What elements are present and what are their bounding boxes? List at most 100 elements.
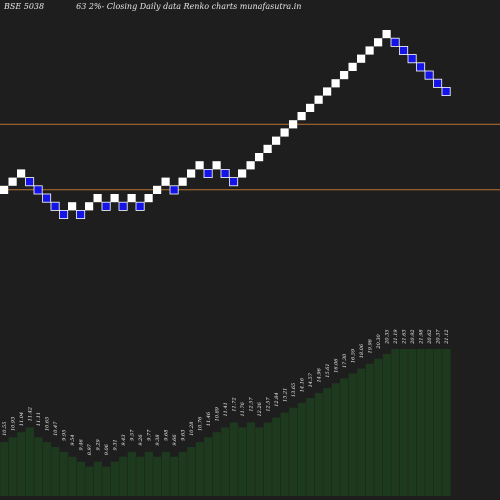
price-label: 9.26 xyxy=(138,434,144,446)
price-label: 10.28 xyxy=(189,422,195,436)
up-brick xyxy=(153,185,162,194)
price-label: 9.95 xyxy=(62,430,68,441)
down-brick xyxy=(399,46,409,56)
price-label: 14.96 xyxy=(317,367,323,382)
price-label: 9.29 xyxy=(96,438,102,450)
price-label: 9.43 xyxy=(121,434,127,445)
price-label: 19.96 xyxy=(368,338,374,353)
price-label: 16.59 xyxy=(351,348,357,363)
price-label: 11.72 xyxy=(232,397,238,411)
down-brick xyxy=(441,87,451,97)
price-label: 16.06 xyxy=(334,358,340,373)
down-brick xyxy=(33,185,43,195)
up-brick xyxy=(238,169,247,178)
up-brick xyxy=(263,144,272,153)
price-label: 14.57 xyxy=(308,372,314,387)
up-brick xyxy=(8,177,17,186)
up-brick xyxy=(357,54,366,63)
price-label: 20.37 xyxy=(436,329,442,345)
price-label: 20.30 xyxy=(376,333,382,349)
price-label: 9.46 xyxy=(79,438,85,450)
price-label: 12.26 xyxy=(257,401,263,416)
price-label: 21.63 xyxy=(402,329,408,344)
price-label: 14.16 xyxy=(300,377,306,392)
up-brick xyxy=(289,120,298,129)
up-brick xyxy=(365,46,374,55)
up-brick xyxy=(93,194,102,203)
up-brick xyxy=(195,161,204,170)
up-brick xyxy=(348,62,357,71)
price-label: 10.93 xyxy=(11,417,17,431)
down-brick xyxy=(76,209,86,219)
price-label: 20.35 xyxy=(385,329,391,344)
up-brick xyxy=(161,177,170,186)
price-label: 11.41 xyxy=(223,402,229,416)
price-label: 11.11 xyxy=(36,412,42,426)
price-label: 10.47 xyxy=(53,421,59,436)
up-brick xyxy=(127,194,136,203)
price-label: 9.63 xyxy=(181,430,187,441)
down-brick xyxy=(220,168,230,178)
down-brick xyxy=(42,193,52,203)
down-brick xyxy=(50,201,60,211)
price-label: 20.92 xyxy=(410,329,416,344)
price-label: 12.84 xyxy=(274,392,280,406)
up-brick xyxy=(187,169,196,178)
chart-header: BSE 5038 63 2%- Closing Daily data Renko … xyxy=(4,2,301,11)
up-brick xyxy=(306,103,315,112)
down-brick xyxy=(169,185,179,195)
chart-caption: 63 2%- Closing Daily data Renko charts m… xyxy=(76,2,302,11)
up-brick xyxy=(314,95,323,104)
price-label: 17.30 xyxy=(342,353,348,368)
down-brick xyxy=(203,168,213,178)
down-brick xyxy=(118,201,128,211)
price-label: 8.97 xyxy=(87,443,93,455)
price-label: 10.55 xyxy=(2,422,8,436)
up-brick xyxy=(331,79,340,88)
price-label: 10.76 xyxy=(198,416,204,431)
up-brick xyxy=(255,153,264,162)
up-brick xyxy=(110,194,119,203)
up-brick xyxy=(144,194,153,203)
price-label: 12.57 xyxy=(266,397,272,412)
price-label: 15.61 xyxy=(325,363,331,377)
price-label: 9.68 xyxy=(164,430,170,441)
price-label: 21.98 xyxy=(419,329,425,344)
price-label: 10.65 xyxy=(45,417,51,431)
down-brick xyxy=(135,201,145,211)
up-brick xyxy=(297,112,306,121)
up-brick xyxy=(374,38,383,47)
price-label: 21.12 xyxy=(444,329,450,344)
down-brick xyxy=(416,62,426,72)
up-brick xyxy=(272,136,281,145)
up-brick xyxy=(280,128,289,137)
symbol-label: BSE 5038 xyxy=(4,2,45,11)
price-label: 11.46 xyxy=(206,411,212,426)
down-brick xyxy=(59,209,69,219)
down-brick xyxy=(424,70,434,80)
up-brick xyxy=(17,169,26,178)
up-brick xyxy=(0,185,9,194)
down-brick xyxy=(407,54,417,64)
price-label: 9.38 xyxy=(155,434,161,445)
price-label: 9.77 xyxy=(147,429,153,441)
up-brick xyxy=(212,161,221,170)
price-label: 10.89 xyxy=(215,406,221,421)
up-brick xyxy=(85,202,94,211)
price-label: 11.04 xyxy=(19,412,25,426)
down-brick xyxy=(229,177,239,187)
price-label: 9.06 xyxy=(104,443,110,455)
price-label: 12.57 xyxy=(249,397,255,412)
price-label: 9.66 xyxy=(172,434,178,446)
down-brick xyxy=(101,201,111,211)
price-label: 21.19 xyxy=(393,329,399,345)
price-label: 11.76 xyxy=(240,401,246,416)
up-brick xyxy=(68,202,77,211)
price-label: 18.06 xyxy=(359,343,365,358)
up-brick xyxy=(382,30,391,39)
price-label: 13.21 xyxy=(283,388,289,402)
down-brick xyxy=(433,78,443,88)
price-label: 9.54 xyxy=(70,434,76,445)
